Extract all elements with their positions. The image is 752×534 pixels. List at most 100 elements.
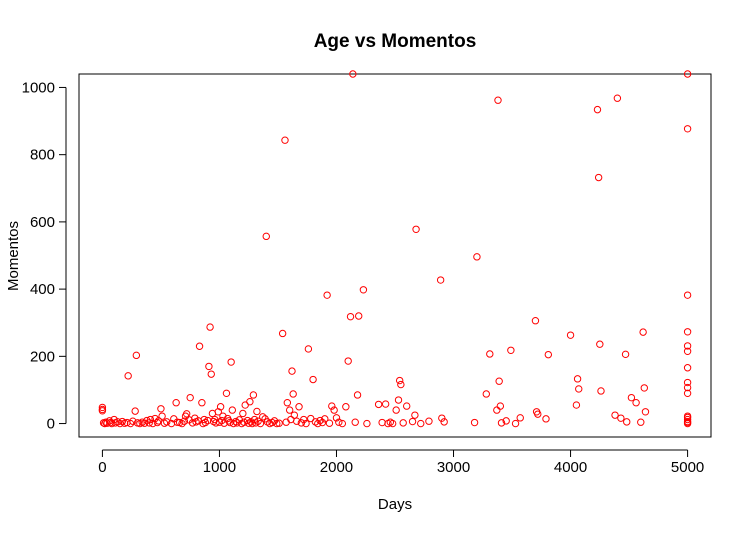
data-point	[531, 317, 540, 325]
data-point	[486, 350, 494, 358]
data-point	[394, 396, 403, 404]
data-point	[98, 403, 107, 412]
data-point	[408, 417, 417, 426]
data-point	[219, 412, 227, 420]
data-point	[502, 417, 510, 425]
data-point	[302, 419, 310, 428]
data-point	[534, 410, 542, 418]
data-point	[497, 419, 506, 427]
data-point	[157, 405, 165, 413]
data-point	[332, 414, 341, 422]
data-point	[412, 225, 420, 233]
data-point	[482, 390, 490, 398]
data-point	[388, 419, 397, 428]
data-point	[596, 340, 604, 348]
data-point	[403, 402, 411, 410]
data-point	[228, 406, 237, 414]
data-point	[397, 380, 405, 389]
x-tick-label: 3000	[437, 459, 470, 476]
data-point	[395, 376, 404, 385]
data-point	[206, 323, 214, 331]
data-point	[495, 377, 503, 385]
data-point	[359, 286, 368, 294]
data-point	[353, 391, 362, 399]
data-point	[511, 419, 520, 428]
data-point	[235, 416, 244, 424]
data-point	[374, 400, 383, 409]
data-point	[542, 415, 550, 423]
data-point	[268, 418, 276, 427]
data-point	[311, 418, 320, 426]
data-point	[342, 403, 350, 411]
data-point	[470, 418, 479, 427]
data-point	[493, 406, 501, 414]
data-point	[205, 362, 213, 371]
data-point	[640, 384, 648, 392]
data-points	[98, 70, 692, 428]
data-point	[338, 419, 347, 428]
data-point	[254, 417, 262, 425]
data-point	[246, 398, 254, 406]
data-point	[318, 418, 327, 427]
data-point	[632, 399, 640, 407]
data-point	[283, 399, 292, 407]
data-point	[285, 406, 294, 414]
data-point	[683, 383, 692, 392]
data-point	[126, 419, 135, 428]
data-point	[683, 125, 692, 133]
data-point	[683, 70, 692, 78]
data-point	[683, 347, 692, 355]
x-tick-label: 2000	[320, 459, 353, 476]
data-point	[613, 94, 622, 102]
data-point	[349, 70, 357, 78]
data-point	[227, 358, 235, 366]
data-point	[316, 416, 324, 425]
data-point	[621, 350, 630, 359]
data-point	[103, 419, 111, 427]
data-point	[252, 419, 260, 427]
data-point	[594, 173, 603, 182]
data-point	[683, 328, 692, 336]
data-point	[363, 419, 371, 428]
data-point	[178, 419, 186, 428]
data-point	[321, 415, 329, 423]
data-point	[295, 403, 303, 411]
data-point	[344, 357, 352, 365]
data-point	[597, 387, 605, 395]
data-point	[623, 418, 631, 426]
data-point	[516, 414, 524, 422]
data-point	[300, 415, 308, 424]
x-axis: 0 1000 2000 3000 4000 5000	[98, 449, 704, 476]
data-point	[627, 393, 636, 402]
x-tick-label: 4000	[554, 459, 587, 476]
data-point	[292, 417, 301, 425]
data-point	[304, 345, 313, 353]
data-point	[683, 364, 692, 372]
data-point	[118, 417, 127, 426]
data-point	[124, 372, 132, 380]
data-point	[163, 418, 171, 426]
data-point	[289, 390, 297, 398]
data-point	[637, 418, 645, 426]
data-point	[309, 375, 317, 384]
data-point	[566, 331, 575, 339]
y-tick-label: 1000	[22, 79, 55, 96]
data-point	[98, 407, 107, 415]
x-axis-label: Days	[378, 496, 412, 513]
data-point	[146, 415, 155, 424]
data-point	[683, 342, 692, 350]
data-point	[222, 389, 231, 398]
data-point	[325, 419, 334, 427]
data-point	[278, 329, 287, 338]
data-point	[182, 410, 191, 418]
data-point	[438, 414, 446, 422]
data-point	[132, 351, 141, 360]
y-tick-label: 0	[47, 416, 55, 433]
data-point	[262, 232, 270, 241]
data-point	[355, 312, 363, 320]
data-point	[250, 415, 259, 424]
y-axis: 0 200 400 600 800 1000	[22, 79, 67, 433]
data-point	[335, 418, 343, 426]
data-point	[425, 417, 433, 425]
